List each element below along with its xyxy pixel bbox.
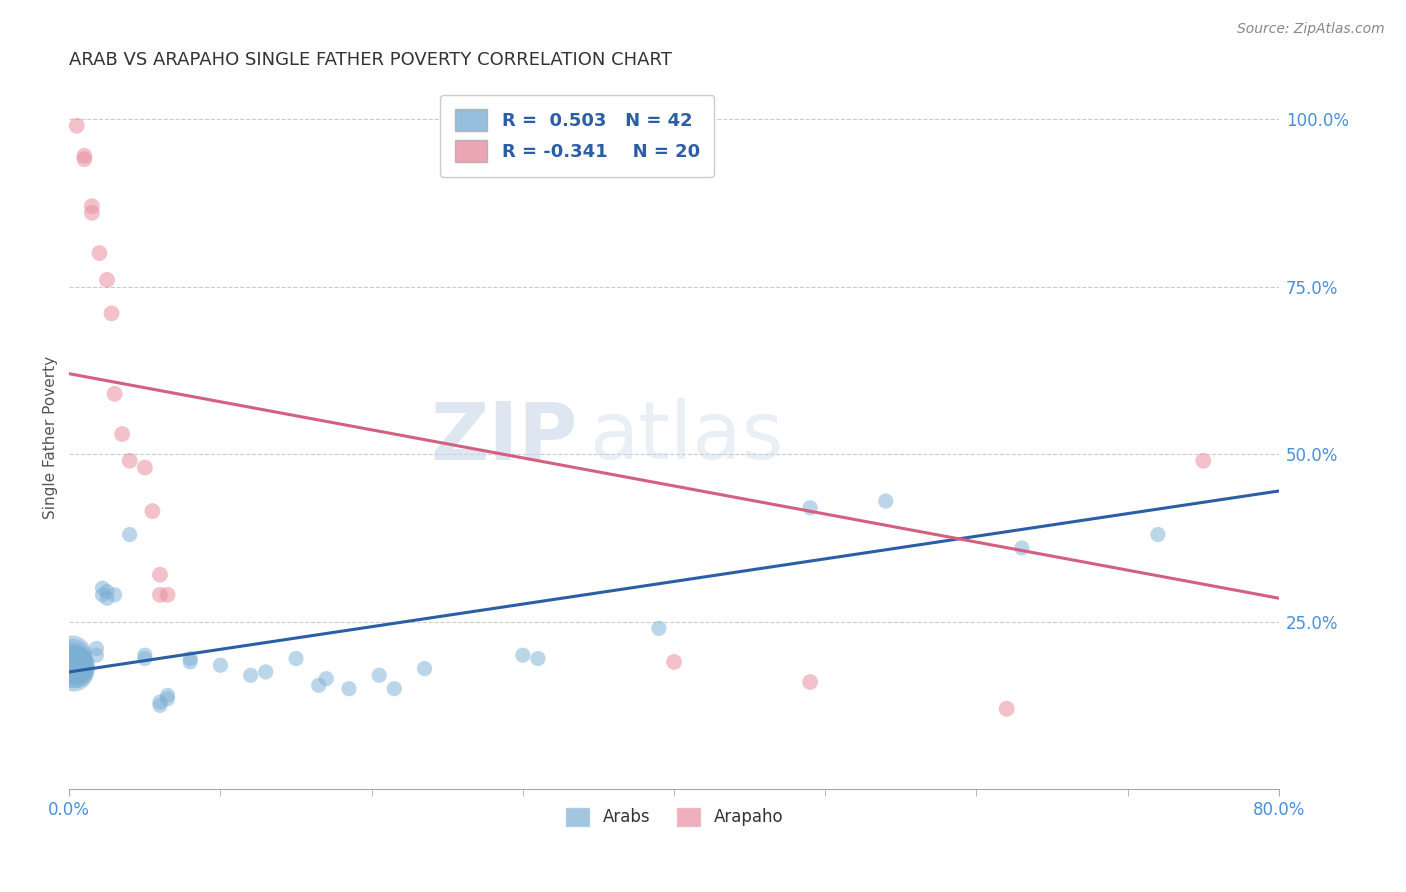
Point <box>156 689 179 703</box>
Text: ZIP: ZIP <box>430 399 578 476</box>
Point <box>96 591 118 606</box>
Point <box>662 655 685 669</box>
Point <box>118 527 141 541</box>
Point <box>60 658 83 673</box>
Point <box>337 681 360 696</box>
Point <box>96 584 118 599</box>
Point <box>875 494 897 508</box>
Point <box>104 588 127 602</box>
Text: Source: ZipAtlas.com: Source: ZipAtlas.com <box>1237 22 1385 37</box>
Point <box>141 504 163 518</box>
Point <box>315 672 337 686</box>
Point <box>209 658 232 673</box>
Point <box>799 500 821 515</box>
Point <box>80 206 103 220</box>
Point <box>118 454 141 468</box>
Point <box>104 386 127 401</box>
Point <box>91 581 114 595</box>
Point <box>96 273 118 287</box>
Y-axis label: Single Father Poverty: Single Father Poverty <box>44 356 58 519</box>
Point <box>60 651 83 665</box>
Point <box>995 702 1018 716</box>
Text: ARAB VS ARAPAHO SINGLE FATHER POVERTY CORRELATION CHART: ARAB VS ARAPAHO SINGLE FATHER POVERTY CO… <box>69 51 672 69</box>
Point <box>1011 541 1033 555</box>
Point <box>1192 454 1215 468</box>
Point <box>1147 527 1170 541</box>
Point <box>149 695 172 709</box>
Point <box>60 648 83 663</box>
Point <box>86 648 108 663</box>
Point <box>179 655 201 669</box>
Point <box>149 698 172 713</box>
Point <box>512 648 534 663</box>
Point <box>134 651 156 665</box>
Point <box>100 306 122 320</box>
Point <box>648 621 671 635</box>
Point <box>382 681 405 696</box>
Point <box>156 691 179 706</box>
Point <box>65 658 87 673</box>
Point <box>413 662 436 676</box>
Point <box>66 119 89 133</box>
Point <box>62 658 84 673</box>
Point <box>73 149 96 163</box>
Point <box>65 662 87 676</box>
Point <box>60 655 83 669</box>
Point <box>179 651 201 665</box>
Point <box>254 665 277 679</box>
Point <box>149 588 172 602</box>
Point <box>73 153 96 167</box>
Point <box>62 665 84 679</box>
Point <box>368 668 391 682</box>
Point <box>134 648 156 663</box>
Point <box>91 588 114 602</box>
Point <box>239 668 262 682</box>
Point <box>285 651 308 665</box>
Point <box>89 246 111 260</box>
Point <box>111 427 134 442</box>
Point <box>134 460 156 475</box>
Point <box>62 662 84 676</box>
Legend: Arabs, Arapaho: Arabs, Arapaho <box>558 800 790 834</box>
Point <box>149 567 172 582</box>
Point <box>86 641 108 656</box>
Point <box>80 199 103 213</box>
Point <box>527 651 550 665</box>
Point <box>308 678 330 692</box>
Point <box>156 588 179 602</box>
Point <box>799 675 821 690</box>
Text: atlas: atlas <box>589 399 783 476</box>
